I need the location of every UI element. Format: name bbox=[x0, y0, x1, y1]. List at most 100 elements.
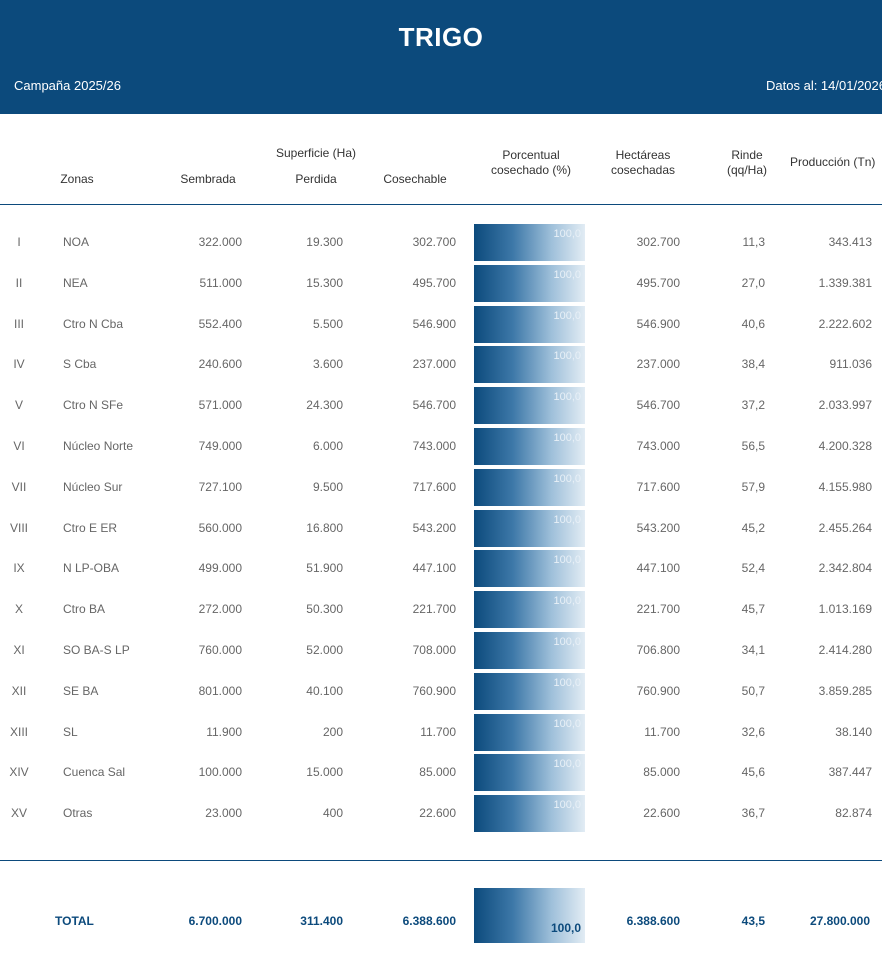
row-hectareas: 447.100 bbox=[636, 561, 680, 576]
table-row: III Ctro N Cba 552.400 5.500 546.900 546.900 4… bbox=[0, 304, 882, 345]
row-produccion: 911.036 bbox=[829, 357, 873, 372]
total-sembrada: 6.700.000 bbox=[188, 914, 242, 928]
row-zona: Núcleo Sur bbox=[63, 479, 123, 494]
row-perdida: 200 bbox=[322, 724, 343, 739]
row-sembrada: 727.100 bbox=[198, 479, 242, 494]
row-number: IX bbox=[13, 561, 25, 576]
row-rinde: 45,2 bbox=[741, 520, 765, 535]
percent-value: 100,0 bbox=[553, 309, 581, 322]
row-sembrada: 23.000 bbox=[205, 806, 242, 821]
row-perdida: 3.600 bbox=[312, 357, 343, 372]
row-zona: Otras bbox=[63, 806, 93, 821]
total-percent-bar: 100,0 bbox=[474, 888, 585, 943]
table-row: VI Núcleo Norte 749.000 6.000 743.000 743.000… bbox=[0, 426, 882, 467]
row-zona: NOA bbox=[63, 235, 90, 249]
row-cosechable: 11.700 bbox=[420, 724, 456, 739]
superficie-header: Superficie (Ha) bbox=[275, 146, 357, 160]
row-produccion: 2.455.264 bbox=[818, 520, 872, 535]
percent-value: 100,0 bbox=[553, 676, 581, 689]
row-zona: Cuenca Sal bbox=[63, 765, 126, 780]
row-hectareas: 546.900 bbox=[636, 316, 680, 331]
percent-bar: 100,0 bbox=[474, 264, 585, 302]
row-produccion: 4.155.980 bbox=[818, 479, 872, 494]
row-produccion: 343.413 bbox=[828, 235, 872, 249]
table-row: VIII Ctro E ER 560.000 16.800 543.200 543.200… bbox=[0, 508, 882, 549]
produccion-header: Producción (Tn) bbox=[790, 155, 876, 169]
row-cosechable: 495.700 bbox=[412, 275, 456, 290]
total-percent-value: 100,0 bbox=[550, 921, 581, 935]
percent-bar: 100,0 bbox=[474, 305, 585, 343]
rinde-header-line1: Rinde bbox=[731, 148, 763, 162]
row-hectareas: 85.000 bbox=[643, 765, 680, 780]
porcentual-header-line1: Porcentual bbox=[502, 148, 560, 162]
row-cosechable: 85.000 bbox=[419, 765, 456, 780]
row-number: IV bbox=[13, 357, 25, 372]
row-perdida: 19.300 bbox=[306, 235, 343, 249]
percent-value: 100,0 bbox=[553, 432, 581, 444]
row-zona: NEA bbox=[63, 275, 88, 290]
row-sembrada: 760.000 bbox=[198, 643, 242, 657]
row-perdida: 9.500 bbox=[312, 479, 343, 494]
table-row: XI SO BA-S LP 760.000 52.000 708.000 706.800 3… bbox=[0, 630, 882, 671]
row-produccion: 1.013.169 bbox=[818, 602, 872, 617]
row-perdida: 40.100 bbox=[306, 683, 343, 698]
row-cosechable: 760.900 bbox=[412, 683, 456, 698]
row-sembrada: 749.000 bbox=[198, 439, 242, 453]
row-hectareas: 743.000 bbox=[636, 439, 680, 453]
row-rinde: 37,2 bbox=[741, 398, 765, 413]
row-hectareas: 546.700 bbox=[636, 398, 680, 413]
total-cosechable: 6.388.600 bbox=[402, 914, 456, 928]
percent-bar: 100,0 bbox=[474, 550, 585, 588]
row-produccion: 1.339.381 bbox=[818, 275, 872, 290]
row-produccion: 38.140 bbox=[835, 724, 872, 739]
row-hectareas: 717.600 bbox=[636, 479, 680, 494]
row-rinde: 36,7 bbox=[741, 806, 765, 821]
table-row: VII Núcleo Sur 727.100 9.500 717.600 717.600 5… bbox=[0, 467, 882, 508]
percent-value: 100,0 bbox=[553, 799, 581, 812]
row-perdida: 51.900 bbox=[306, 561, 343, 576]
row-cosechable: 708.000 bbox=[412, 643, 456, 657]
row-produccion: 2.342.804 bbox=[818, 561, 872, 576]
percent-value: 100,0 bbox=[553, 595, 581, 608]
row-zona: SO BA-S LP bbox=[63, 643, 130, 657]
perdida-header: Perdida bbox=[295, 172, 337, 186]
row-perdida: 24.300 bbox=[306, 398, 343, 413]
row-cosechable: 546.900 bbox=[412, 316, 456, 331]
row-number: XIII bbox=[9, 724, 28, 739]
row-perdida: 5.500 bbox=[312, 316, 343, 331]
total-divider bbox=[0, 860, 882, 861]
sembrada-header: Sembrada bbox=[180, 172, 236, 186]
row-rinde: 57,9 bbox=[741, 479, 765, 494]
row-produccion: 387.447 bbox=[828, 765, 872, 780]
row-perdida: 52.000 bbox=[306, 643, 343, 657]
percent-bar: 100,0 bbox=[474, 591, 585, 629]
row-produccion: 82.874 bbox=[835, 806, 872, 821]
row-cosechable: 543.200 bbox=[412, 520, 456, 535]
percent-bar: 100,0 bbox=[474, 672, 585, 710]
row-produccion: 2.222.602 bbox=[818, 316, 872, 331]
row-rinde: 50,7 bbox=[741, 683, 765, 698]
row-sembrada: 801.000 bbox=[198, 683, 242, 698]
table-row: XV Otras 23.000 400 22.600 22.600 36,7 82.874 10… bbox=[0, 793, 882, 834]
total-hectareas: 6.388.600 bbox=[626, 914, 680, 928]
row-rinde: 34,1 bbox=[741, 643, 765, 657]
porcentual-header-line2: cosechado (%) bbox=[490, 163, 572, 177]
row-rinde: 11,3 bbox=[742, 235, 765, 249]
row-number: X bbox=[14, 602, 23, 617]
row-rinde: 27,0 bbox=[741, 275, 765, 290]
table-row: I NOA 322.000 19.300 302.700 302.700 11,3 343.4… bbox=[0, 222, 882, 263]
percent-bar: 100,0 bbox=[474, 509, 585, 547]
percent-value: 100,0 bbox=[553, 513, 581, 526]
row-cosechable: 447.100 bbox=[412, 561, 456, 576]
row-produccion: 2.414.280 bbox=[818, 643, 872, 657]
row-hectareas: 760.900 bbox=[636, 683, 680, 698]
row-cosechable: 302.700 bbox=[412, 235, 456, 249]
table-row: IV S Cba 240.600 3.600 237.000 237.000 38,4 911… bbox=[0, 344, 882, 385]
percent-bar: 100,0 bbox=[474, 224, 585, 261]
row-number: VII bbox=[11, 479, 27, 494]
percent-bar: 100,0 bbox=[474, 795, 585, 833]
row-number: XI bbox=[13, 643, 25, 657]
row-zona: Ctro BA bbox=[63, 602, 106, 617]
percent-value: 100,0 bbox=[553, 472, 581, 485]
row-produccion: 4.200.328 bbox=[818, 439, 872, 453]
